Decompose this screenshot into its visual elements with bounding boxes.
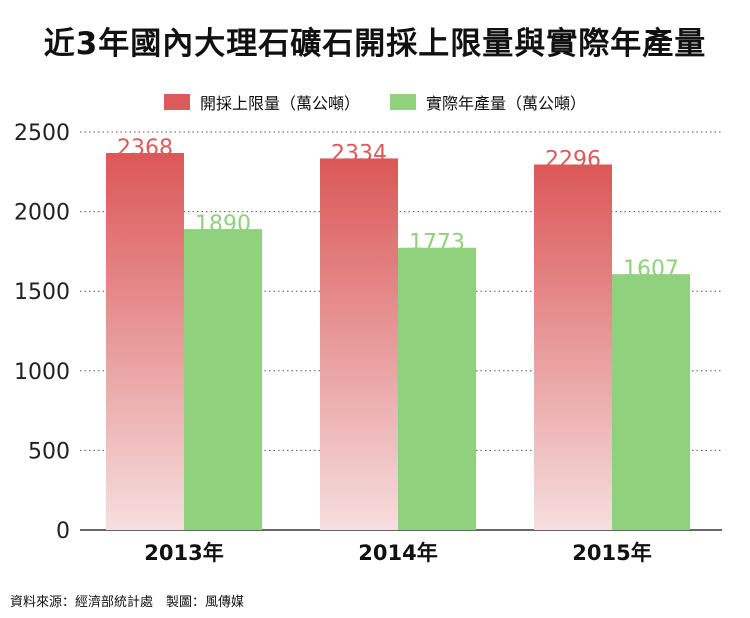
x-tick-label: 2015年 bbox=[572, 541, 651, 565]
bar-actual bbox=[398, 247, 476, 530]
data-label: 1890 bbox=[195, 212, 251, 237]
y-tick-label: 1000 bbox=[14, 360, 70, 385]
x-tick-label: 2014年 bbox=[358, 541, 437, 565]
bar-cap bbox=[106, 153, 184, 530]
legend-item-cap: 開採上限量（萬公噸） bbox=[163, 90, 360, 114]
legend: 開採上限量（萬公噸） 實際年產量（萬公噸） bbox=[0, 90, 750, 114]
y-tick-label: 500 bbox=[28, 439, 70, 464]
legend-swatch-cap bbox=[163, 94, 190, 110]
y-tick-label: 2000 bbox=[14, 201, 70, 226]
y-tick-label: 2500 bbox=[14, 121, 70, 146]
legend-label-cap: 開採上限量（萬公噸） bbox=[199, 94, 360, 113]
bar-actual bbox=[184, 229, 262, 530]
label-layer: 0 500 1000 1500 2000 2500 2368 1890 2013年 2334 177… bbox=[14, 121, 679, 565]
data-label: 1607 bbox=[623, 257, 679, 282]
legend-item-actual: 實際年產量（萬公噸） bbox=[390, 90, 586, 114]
bar-actual bbox=[612, 274, 690, 530]
y-tick-label: 0 bbox=[56, 519, 70, 544]
bar-cap bbox=[320, 158, 398, 531]
chart-title: 近3年國內大理石礦石開採上限量與實際年產量 bbox=[43, 26, 707, 62]
data-label: 1773 bbox=[409, 231, 465, 256]
bar-cap bbox=[534, 164, 612, 530]
legend-label-actual: 實際年產量（萬公噸） bbox=[426, 94, 587, 113]
legend-swatch-actual bbox=[390, 94, 416, 110]
y-tick-label: 1500 bbox=[14, 280, 70, 305]
bar-layer bbox=[106, 153, 690, 531]
x-tick-label: 2013年 bbox=[144, 541, 223, 565]
source-note: 資料來源：經濟部統計處 製圖：風傳媒 bbox=[10, 595, 245, 610]
data-label: 2296 bbox=[545, 147, 601, 172]
data-label: 2334 bbox=[331, 141, 387, 166]
data-label: 2368 bbox=[117, 136, 173, 161]
